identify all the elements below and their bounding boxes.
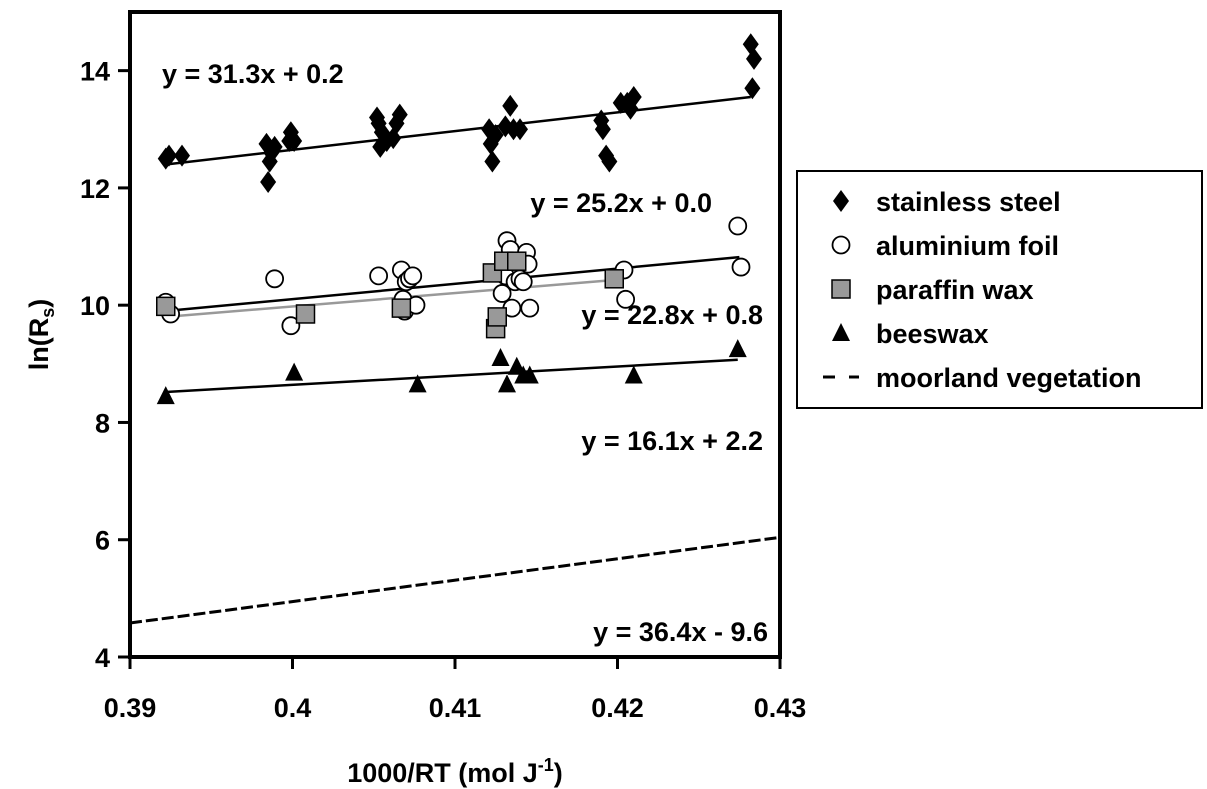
stainless-steel-point [594, 118, 611, 141]
aluminium-foil-point [520, 298, 540, 318]
y-axis-title-main: ln(R [24, 318, 54, 370]
aluminium-foil-legend-label: aluminium foil [876, 231, 1059, 261]
aluminium-foil-point [492, 284, 512, 303]
stainless-steel-point [746, 47, 762, 70]
x-axis-title-superscript: -1 [538, 755, 554, 775]
paraffin-wax-equation: y = 22.8x + 0.8 [581, 300, 763, 330]
aluminium-foil-point [728, 216, 748, 236]
beeswax-point [156, 386, 175, 405]
equation-labels: y = 31.3x + 0.2 y = 25.2x + 0.0 y = 22.8x … [162, 59, 768, 647]
stainless-steel-point [601, 150, 618, 173]
aluminium-foil-point [616, 289, 636, 309]
beeswax-point [408, 374, 427, 393]
data-markers [156, 33, 762, 405]
moorland-vegetation-legend-label: moorland vegetation [876, 363, 1142, 393]
paraffin-wax-point [295, 304, 316, 324]
moorland-vegetation-equation: y = 36.4x - 9.6 [593, 617, 768, 647]
legend-box [796, 170, 1203, 409]
stainless-steel-legend-symbol [833, 190, 849, 212]
paraffin-wax-point [391, 298, 412, 318]
stainless-steel-point [744, 77, 761, 100]
beeswax-point [498, 374, 516, 393]
paraffin-wax-trend-line [165, 278, 615, 319]
y-tick-label: 8 [95, 408, 110, 438]
aluminium-foil-point [731, 257, 751, 277]
aluminium-foil-point [403, 266, 423, 286]
y-axis-title-subscript: s [38, 308, 58, 318]
moorland-vegetation-trend-line [129, 535, 781, 625]
x-axis-title-main: 1000/RT (mol J [347, 758, 538, 788]
y-axis-title-end: ) [24, 299, 54, 308]
aluminium-foil-point [369, 266, 389, 286]
x-tick-label: 0.41 [429, 693, 482, 723]
legend: stainless steel aluminium foil paraffin wa… [796, 170, 1203, 409]
paraffin-wax-point [604, 269, 624, 289]
stainless-steel-point [502, 94, 519, 117]
stainless-steel-point [266, 135, 283, 158]
stainless-steel-point [625, 86, 642, 109]
paraffin-wax-point [156, 296, 176, 317]
x-axis-title: 1000/RT (mol J-1) [347, 755, 563, 788]
stainless-steel-point [174, 144, 190, 167]
stainless-steel-point [512, 118, 528, 141]
stainless-steel-point [161, 144, 177, 167]
y-tick-label: 4 [95, 643, 110, 673]
stainless-steel-point [385, 127, 402, 150]
aluminium-foil-point [513, 272, 533, 292]
beeswax-point [520, 365, 539, 384]
paraffin-wax-point [487, 307, 507, 327]
beeswax-legend-symbol [832, 323, 850, 341]
x-tick-label: 0.42 [591, 693, 644, 723]
beeswax-point [491, 347, 510, 366]
y-tick-label: 12 [80, 174, 110, 204]
beeswax-point [285, 362, 304, 381]
stainless-steel-point [487, 124, 504, 147]
aluminium-foil-point [281, 316, 301, 336]
beeswax-point [728, 339, 747, 358]
stainless-steel-legend-label: stainless steel [876, 187, 1061, 217]
stainless-steel-point [593, 109, 610, 132]
y-tick-label: 6 [95, 526, 110, 556]
stainless-steel-point [260, 171, 277, 194]
beeswax-equation: y = 16.1x + 2.2 [581, 426, 763, 456]
trend-lines [129, 95, 781, 625]
aluminium-foil-trend-line [165, 255, 740, 313]
y-tick-label: 10 [80, 291, 110, 321]
aluminium-foil-point [265, 269, 285, 289]
stainless-steel-equation: y = 31.3x + 0.2 [162, 59, 344, 89]
paraffin-wax-legend-symbol [831, 279, 851, 299]
paraffin-wax-legend-label: paraffin wax [876, 275, 1034, 305]
paraffin-wax-point [507, 251, 527, 271]
axis-ticks: 0.39 0.4 0.41 0.42 0.43 4 6 8 10 12 14 [80, 57, 806, 723]
aluminium-foil-legend-symbol [831, 235, 851, 255]
x-tick-label: 0.43 [754, 693, 807, 723]
y-tick-label: 14 [80, 57, 110, 87]
stainless-steel-trend-line [165, 95, 751, 166]
aluminium-foil-equation: y = 25.2x + 0.0 [530, 188, 712, 218]
stainless-steel-point [286, 130, 303, 152]
stainless-steel-point [391, 103, 408, 126]
stainless-steel-point [484, 150, 501, 173]
beeswax-legend-label: beeswax [876, 319, 989, 349]
x-tick-label: 0.4 [274, 693, 312, 723]
x-axis-title-end: ) [554, 758, 563, 788]
plot-area-frame [128, 10, 782, 659]
x-tick-label: 0.39 [104, 693, 157, 723]
y-axis-title: ln(Rs) [24, 299, 58, 371]
beeswax-point [624, 365, 643, 384]
beeswax-trend-line [165, 358, 738, 394]
